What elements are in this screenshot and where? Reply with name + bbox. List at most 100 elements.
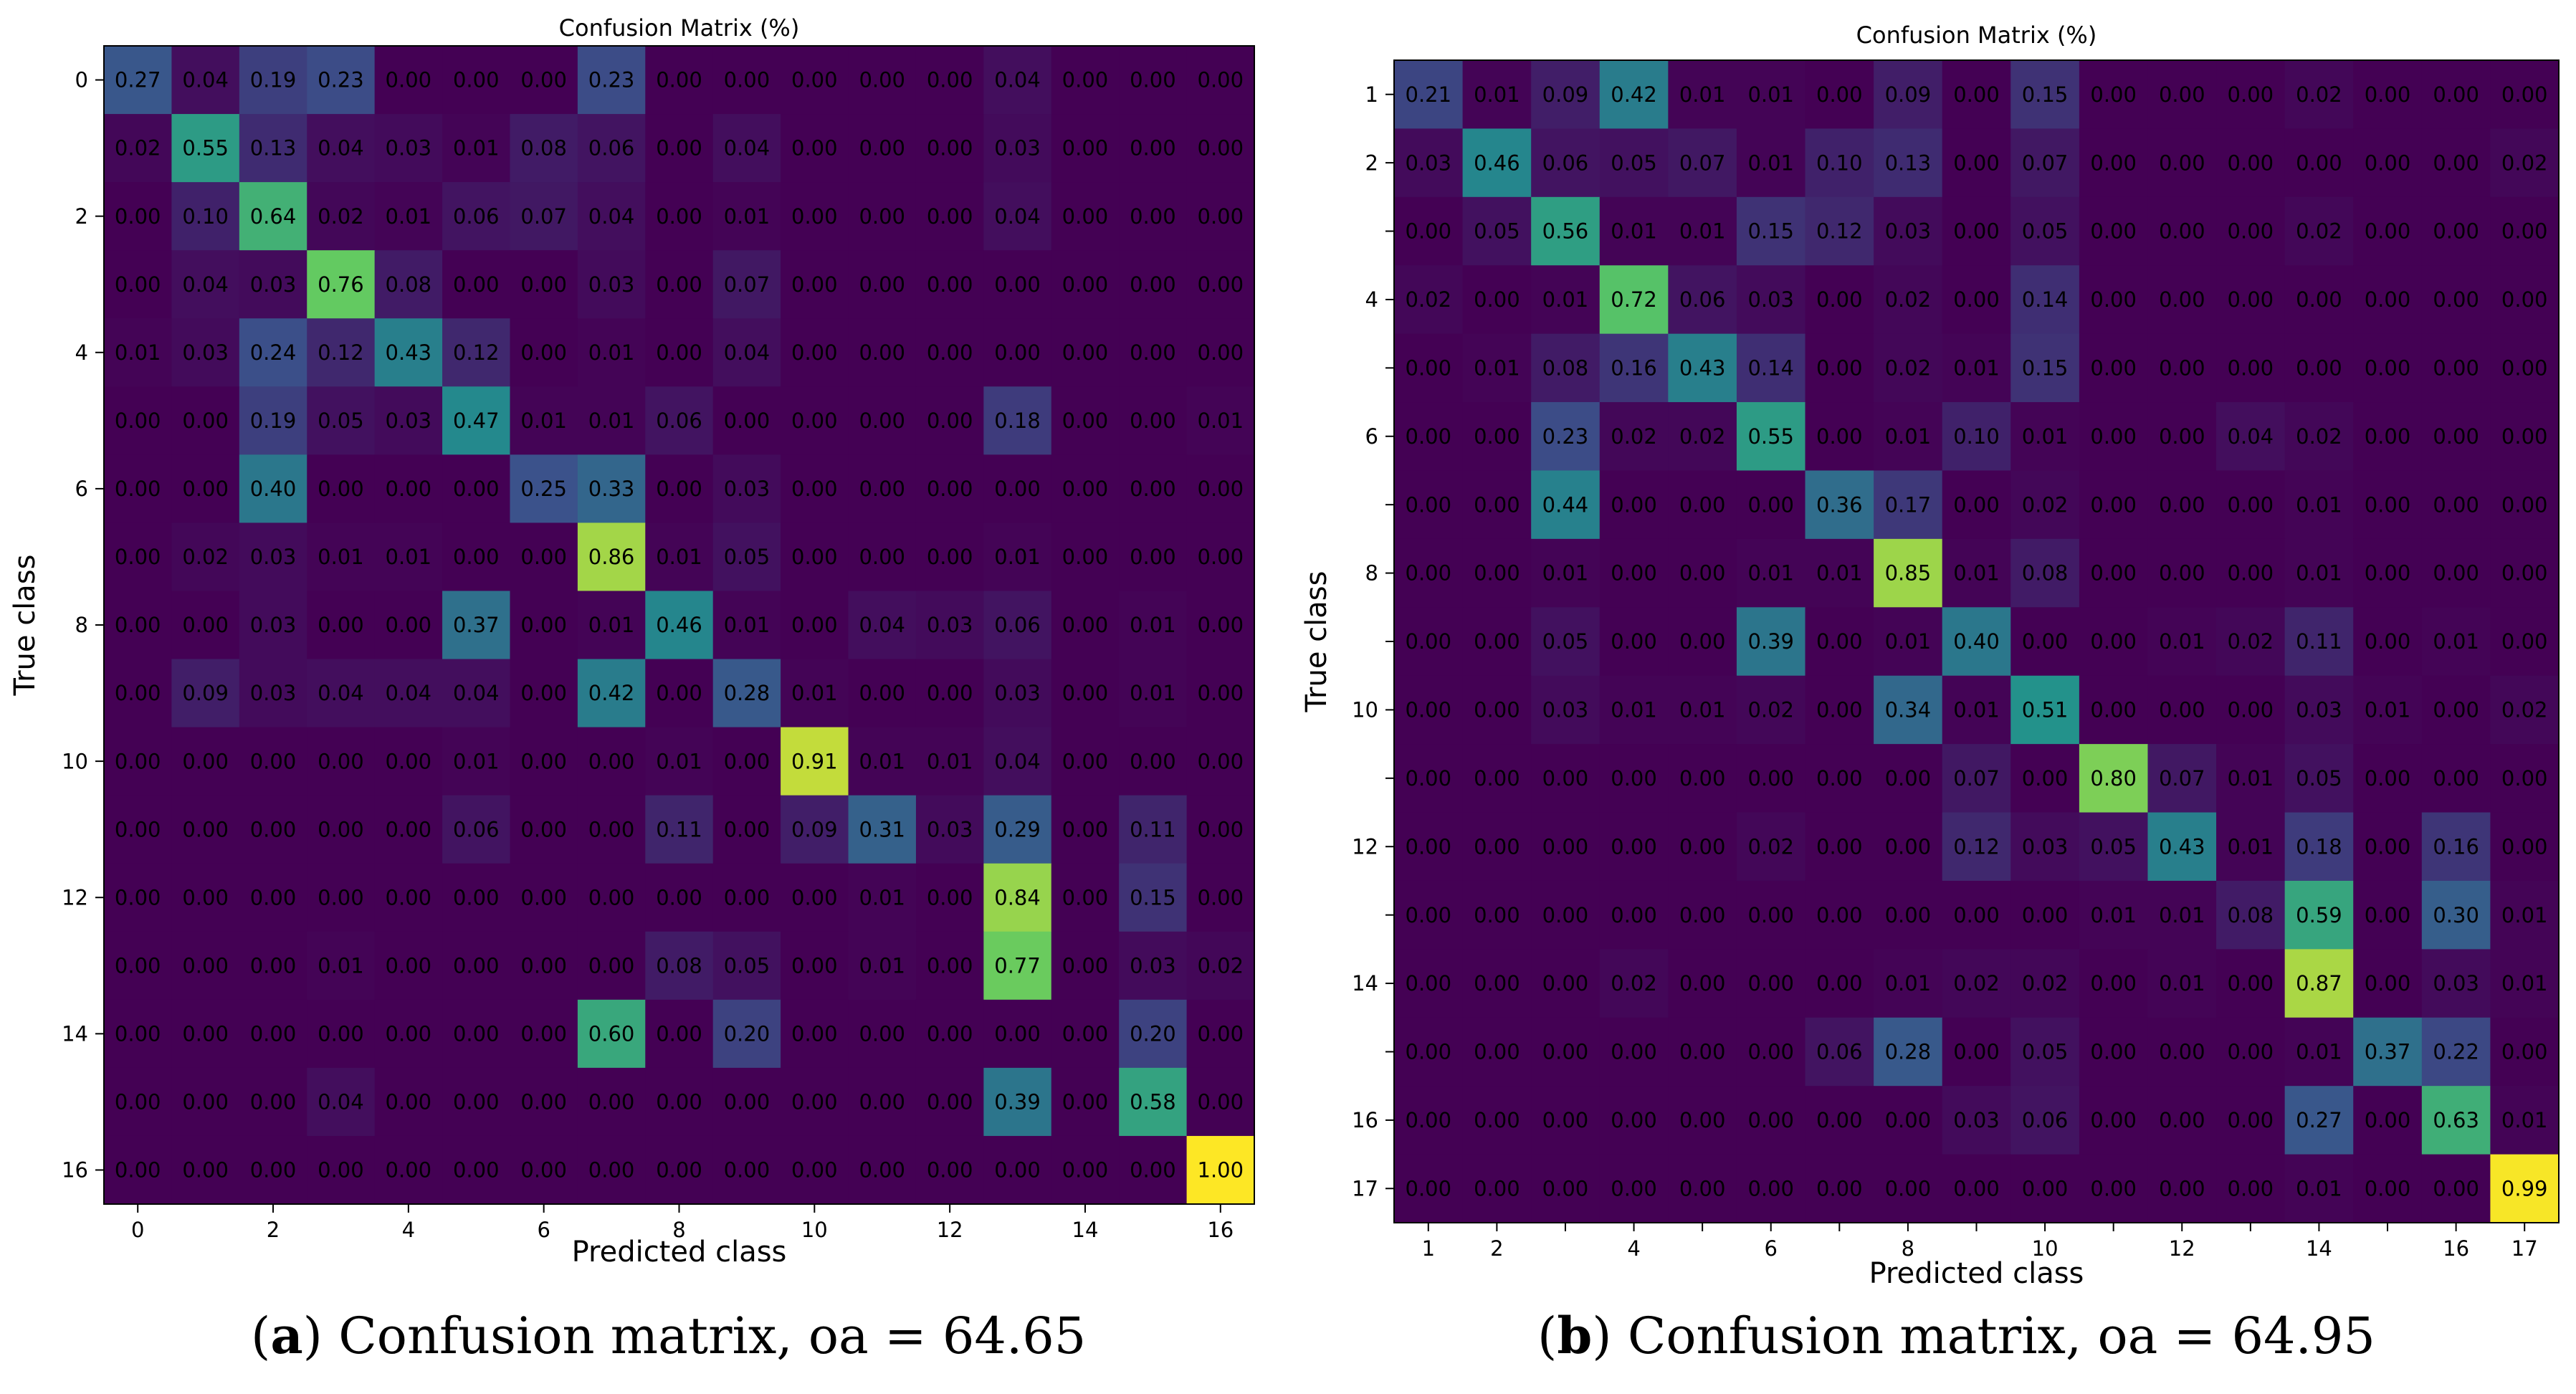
heatmap-cell [712,591,781,660]
heatmap-cell [307,318,376,387]
cell-value-label: 0.37 [2365,1040,2411,1064]
cell-value-label: 0.00 [859,204,905,229]
cell-value-label: 0.00 [1679,492,1726,517]
heatmap-cell [239,114,307,183]
heatmap-cell [1051,931,1120,1001]
cell-value-label: 0.00 [1611,834,1657,859]
cell-value-label: 0.00 [386,477,432,501]
heatmap-cell [2490,744,2560,813]
cell-value-label: 0.00 [724,749,771,773]
cell-value-label: 0.01 [1885,424,1932,449]
cell-value-label: 0.00 [520,953,567,978]
cell-value-label: 0.01 [724,204,771,229]
cell-value-label: 0.00 [791,885,838,910]
cell-value-label: 0.13 [1885,151,1932,175]
cell-value-label: 0.00 [2090,561,2137,586]
heatmap-cell [171,999,240,1069]
cell-value-label: 0.00 [2365,971,2411,996]
cell-value-label: 0.00 [318,1158,364,1183]
cell-value-label: 0.00 [386,953,432,978]
cell-value-label: 0.00 [115,409,161,433]
cell-value-label: 0.00 [1747,1040,1794,1064]
heatmap-cell [983,386,1052,455]
heatmap-cell [2010,1086,2080,1155]
cell-value-label: 0.00 [791,1090,838,1114]
heatmap-cell [2421,333,2491,403]
heatmap-cell [848,863,917,932]
cell-value-label: 0.47 [453,409,500,433]
heatmap-cell [374,182,443,251]
x-tick-label: 4 [402,1218,415,1242]
heatmap-cell [2353,60,2423,130]
cell-value-label: 0.00 [1062,409,1109,433]
heatmap-cell [1051,522,1120,592]
x-axis-label: Predicted class [1869,1257,2084,1290]
cell-value-label: 0.00 [2090,1108,2137,1132]
cell-value-label: 0.00 [1747,971,1794,996]
heatmap-cell [307,1067,376,1137]
heatmap-cell [645,795,714,864]
heatmap-cell [442,999,511,1069]
cell-value-label: 0.00 [1679,629,1726,654]
cell-value-label: 0.77 [994,953,1041,978]
heatmap-cell [1186,999,1255,1069]
cell-value-label: 0.00 [1406,971,1452,996]
cell-value-label: 0.00 [656,885,702,910]
cell-value-label: 0.00 [2365,492,2411,517]
cell-value-label: 0.00 [1062,885,1109,910]
cell-value-label: 0.11 [1130,817,1176,841]
cell-value-label: 0.08 [656,953,702,978]
heatmap-cell [104,114,173,183]
caption-a-text: Confusion matrix, oa = 64.65 [338,1307,1087,1365]
cell-value-label: 0.00 [656,681,702,705]
cell-value-label: 0.00 [927,409,973,433]
heatmap-cell [983,522,1052,592]
heatmap-cell [1462,744,1532,813]
y-tick-label: 2 [75,204,88,229]
heatmap-cell [645,318,714,387]
cell-value-label: 0.10 [1953,424,2000,449]
cell-value-label: 0.00 [520,68,567,92]
heatmap-cell [848,250,917,319]
heatmap-cell [645,591,714,660]
cell-value-label: 0.00 [1130,1158,1176,1183]
cell-value-label: 0.00 [1198,817,1244,841]
cell-value-label: 0.00 [1816,971,1863,996]
heatmap-cell [983,931,1052,1001]
heatmap-cell [712,727,781,796]
cell-value-label: 0.00 [2296,287,2342,312]
heatmap-cell [2284,196,2354,266]
cell-value-label: 0.01 [859,953,905,978]
heatmap-cell [442,318,511,387]
heatmap-cell [104,1067,173,1137]
y-tick-label: 8 [75,613,88,637]
heatmap-cell [1668,538,1737,608]
cell-value-label: 0.01 [2159,629,2205,654]
x-tick-label: 16 [1207,1218,1234,1242]
cell-value-label: 0.01 [318,545,364,569]
cell-value-label: 0.00 [2365,1176,2411,1200]
cell-value-label: 0.00 [1062,817,1109,841]
cell-value-label: 0.00 [115,1090,161,1114]
heatmap-cell [1119,522,1188,592]
cell-value-label: 0.00 [1406,629,1452,654]
heatmap-cell [2353,949,2423,1018]
heatmap-cell [781,931,849,1001]
heatmap-cell [1186,182,1255,251]
cell-value-label: 0.00 [318,477,364,501]
heatmap-cell [645,454,714,524]
heatmap-cell [577,999,646,1069]
heatmap-cell [2284,607,2354,677]
cell-value-label: 0.00 [1542,1176,1589,1200]
heatmap-cell [2490,812,2560,882]
cell-value-label: 0.00 [791,1022,838,1046]
heatmap-cell [1531,744,1601,813]
heatmap-cell [1599,1154,1669,1223]
heatmap-cell [307,182,376,251]
heatmap-cell [239,46,307,115]
x-tick-label: 12 [2169,1236,2195,1261]
heatmap-cell [2147,744,2217,813]
heatmap-cell [1736,470,1806,540]
cell-value-label: 0.00 [318,1022,364,1046]
heatmap-cell [848,182,917,251]
